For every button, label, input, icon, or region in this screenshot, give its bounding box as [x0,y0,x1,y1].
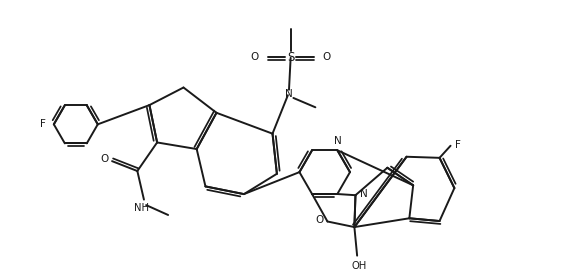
Text: O: O [251,52,259,62]
Text: OH: OH [351,260,366,270]
Text: O: O [315,215,323,225]
Text: S: S [287,51,294,64]
Text: F: F [455,140,461,150]
Text: O: O [101,154,109,164]
Text: F: F [40,119,46,129]
Text: N: N [360,189,367,199]
Text: N: N [334,136,342,146]
Text: O: O [322,52,331,62]
Text: N: N [285,89,293,99]
Text: NH: NH [134,203,149,213]
